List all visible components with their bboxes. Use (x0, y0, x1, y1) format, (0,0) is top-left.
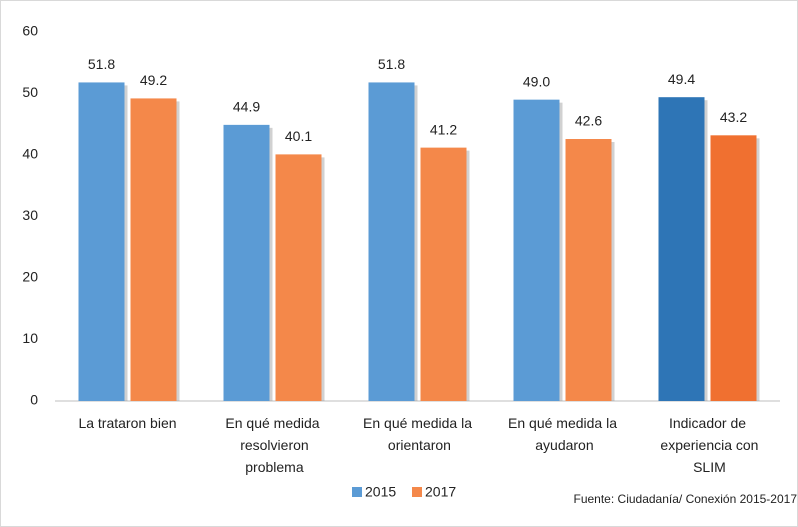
x-tick-label: La trataron bien (78, 415, 176, 431)
bar (368, 82, 415, 402)
y-tick-label: 20 (22, 269, 38, 285)
data-label: 49.2 (140, 72, 167, 88)
x-tick-label: En qué medida la ayudaron (508, 415, 617, 453)
bar (78, 82, 125, 402)
y-tick-label: 0 (30, 392, 38, 408)
data-label: 43.2 (720, 109, 747, 125)
y-tick-label: 40 (22, 146, 38, 162)
y-tick-label: 30 (22, 207, 38, 223)
legend-label: 2015 (365, 484, 396, 500)
bar (710, 135, 757, 401)
data-label: 49.0 (523, 73, 550, 89)
data-label: 44.9 (233, 99, 260, 115)
data-label: 42.6 (575, 113, 602, 129)
y-tick-label: 10 (22, 330, 38, 346)
data-label: 49.4 (668, 71, 695, 87)
data-label: 51.8 (88, 56, 115, 72)
legend-swatch (352, 487, 362, 497)
bar (565, 139, 612, 401)
source-note: Fuente: Ciudadanía/ Conexión 2015-2017 (574, 492, 798, 506)
data-label: 41.2 (430, 121, 457, 137)
bar (658, 97, 705, 401)
y-tick-label: 60 (22, 23, 38, 39)
bar (130, 98, 177, 402)
data-label: 40.1 (285, 128, 312, 144)
bar (275, 154, 322, 401)
x-tick-label: En qué medida resolvieron problema (225, 415, 319, 475)
x-tick-label: En qué medida la orientaron (363, 415, 472, 453)
bar (420, 147, 467, 401)
x-tick-label: Indicador de experiencia con SLIM (657, 415, 759, 475)
y-tick-label: 50 (22, 84, 38, 100)
bar (513, 99, 560, 402)
bar (223, 124, 270, 402)
legend-swatch (412, 487, 422, 497)
legend-label: 2017 (425, 484, 456, 500)
data-label: 51.8 (378, 56, 405, 72)
